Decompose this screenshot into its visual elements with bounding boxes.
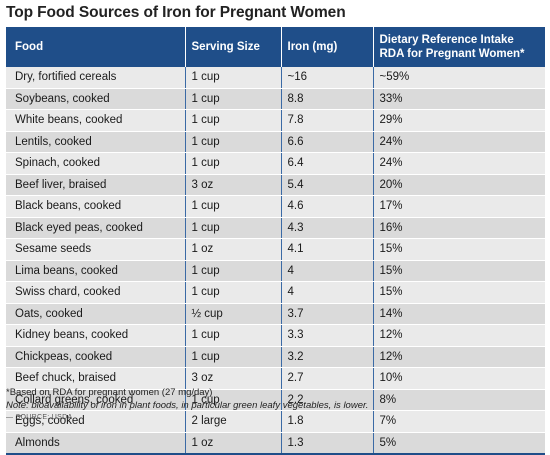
cell-food: Chickpeas, cooked bbox=[6, 346, 185, 368]
cell-rda: 16% bbox=[372, 217, 545, 239]
cell-rda: ~59% bbox=[372, 67, 545, 89]
table-row: Lentils, cooked 1 cup 6.6 24% bbox=[6, 131, 545, 153]
table-row: Spinach, cooked 1 cup 6.4 24% bbox=[6, 152, 545, 175]
table-row: Lima beans, cooked 1 cup 4 15% bbox=[6, 260, 545, 282]
cell-serving-size: 3 oz bbox=[184, 367, 281, 390]
cell-iron: 2.7 bbox=[280, 367, 373, 390]
cell-food: Eggs, cooked bbox=[6, 410, 185, 433]
cell-serving-size: 1 cup bbox=[184, 131, 281, 153]
cell-food: Sesame seeds bbox=[6, 238, 185, 261]
cell-rda: 20% bbox=[372, 174, 545, 196]
cell-iron: 3.2 bbox=[280, 346, 373, 368]
cell-rda: 24% bbox=[372, 152, 545, 175]
cell-iron: 1.8 bbox=[280, 410, 373, 433]
footnote-bioavailability-note: Note: bioavailability of iron in plant f… bbox=[6, 400, 369, 411]
cell-iron: 3.3 bbox=[280, 324, 373, 347]
column-header-rda: Dietary Reference Intake RDA for Pregnan… bbox=[372, 27, 545, 67]
cell-serving-size: 1 cup bbox=[184, 152, 281, 175]
cell-serving-size: 1 cup bbox=[184, 346, 281, 368]
cell-rda: 5% bbox=[372, 432, 545, 455]
cell-rda: 12% bbox=[372, 324, 545, 347]
cell-food: Swiss chard, cooked bbox=[6, 281, 185, 304]
table-header-row: Food Serving Size Iron (mg) Dietary Refe… bbox=[6, 27, 545, 67]
table-row: Dry, fortified cereals 1 cup ~16 ~59% bbox=[6, 67, 545, 89]
cell-rda: 12% bbox=[372, 346, 545, 368]
cell-food: Lima beans, cooked bbox=[6, 260, 185, 282]
cell-food: Kidney beans, cooked bbox=[6, 324, 185, 347]
table-row: Beef liver, braised 3 oz 5.4 20% bbox=[6, 174, 545, 196]
cell-iron: 3.7 bbox=[280, 303, 373, 325]
cell-iron: 2.2 bbox=[280, 389, 373, 411]
cell-rda: 14% bbox=[372, 303, 545, 325]
column-header-serving-size: Serving Size bbox=[184, 27, 281, 67]
cell-iron: 6.6 bbox=[280, 131, 373, 153]
cell-food: Lentils, cooked bbox=[6, 131, 185, 153]
cell-food: Almonds bbox=[6, 432, 185, 455]
cell-food: Beef liver, braised bbox=[6, 174, 185, 196]
table-row: Chickpeas, cooked 1 cup 3.2 12% bbox=[6, 346, 545, 368]
cell-food: Collard greens, cooked bbox=[6, 389, 185, 411]
table-row: Black eyed peas, cooked 1 cup 4.3 16% bbox=[6, 217, 545, 239]
cell-serving-size: 1 cup bbox=[184, 195, 281, 218]
cell-serving-size: 1 cup bbox=[184, 281, 281, 304]
table-row: Sesame seeds 1 oz 4.1 15% bbox=[6, 238, 545, 261]
cell-iron: 4.1 bbox=[280, 238, 373, 261]
cell-iron: 4.3 bbox=[280, 217, 373, 239]
footnote-rda-basis: *Based on RDA for pregnant women (27 mg/… bbox=[6, 387, 213, 398]
cell-rda: 17% bbox=[372, 195, 545, 218]
cell-serving-size: 1 oz bbox=[184, 238, 281, 261]
page-title: Top Food Sources of Iron for Pregnant Wo… bbox=[6, 4, 346, 21]
cell-serving-size: 1 oz bbox=[184, 432, 281, 455]
cell-iron: 4 bbox=[280, 281, 373, 304]
cell-rda: 15% bbox=[372, 260, 545, 282]
cell-food: Beef chuck, braised bbox=[6, 367, 185, 390]
cell-serving-size: 3 oz bbox=[184, 174, 281, 196]
table-row: Almonds 1 oz 1.3 5% bbox=[6, 432, 545, 455]
table-row: Black beans, cooked 1 cup 4.6 17% bbox=[6, 195, 545, 218]
table-row: White beans, cooked 1 cup 7.8 29% bbox=[6, 109, 545, 132]
cell-serving-size: 1 cup bbox=[184, 88, 281, 110]
table-row: Soybeans, cooked 1 cup 8.8 33% bbox=[6, 88, 545, 110]
cell-iron: 6.4 bbox=[280, 152, 373, 175]
cell-serving-size: 1 cup bbox=[184, 67, 281, 89]
cell-iron: 5.4 bbox=[280, 174, 373, 196]
cell-serving-size: 2 large bbox=[184, 410, 281, 433]
cell-food: Black eyed peas, cooked bbox=[6, 217, 185, 239]
cell-rda: 15% bbox=[372, 281, 545, 304]
cell-serving-size: ½ cup bbox=[184, 303, 281, 325]
column-header-iron: Iron (mg) bbox=[280, 27, 373, 67]
cell-rda: 10% bbox=[372, 367, 545, 390]
source-credit: — SOURCE: USDA bbox=[6, 414, 73, 421]
cell-serving-size: 1 cup bbox=[184, 324, 281, 347]
cell-serving-size: 1 cup bbox=[184, 217, 281, 239]
table-row: Collard greens, cooked 1 cup 2.2 8% bbox=[6, 389, 545, 411]
cell-rda: 33% bbox=[372, 88, 545, 110]
cell-rda: 8% bbox=[372, 389, 545, 411]
cell-iron: 8.8 bbox=[280, 88, 373, 110]
cell-food: Dry, fortified cereals bbox=[6, 67, 185, 89]
cell-rda: 24% bbox=[372, 131, 545, 153]
cell-serving-size: 1 cup bbox=[184, 260, 281, 282]
cell-food: Oats, cooked bbox=[6, 303, 185, 325]
table-row: Swiss chard, cooked 1 cup 4 15% bbox=[6, 281, 545, 304]
table-row: Kidney beans, cooked 1 cup 3.3 12% bbox=[6, 324, 545, 347]
cell-food: Black beans, cooked bbox=[6, 195, 185, 218]
cell-rda: 15% bbox=[372, 238, 545, 261]
cell-rda: 7% bbox=[372, 410, 545, 433]
cell-iron: 7.8 bbox=[280, 109, 373, 132]
table-row: Eggs, cooked 2 large 1.8 7% bbox=[6, 410, 545, 433]
column-header-food: Food bbox=[6, 27, 185, 67]
cell-iron: ~16 bbox=[280, 67, 373, 89]
table-row: Beef chuck, braised 3 oz 2.7 10% bbox=[6, 367, 545, 390]
cell-food: Spinach, cooked bbox=[6, 152, 185, 175]
cell-food: White beans, cooked bbox=[6, 109, 185, 132]
table-row: Oats, cooked ½ cup 3.7 14% bbox=[6, 303, 545, 325]
cell-serving-size: 1 cup bbox=[184, 389, 281, 411]
cell-rda: 29% bbox=[372, 109, 545, 132]
cell-food: Soybeans, cooked bbox=[6, 88, 185, 110]
cell-serving-size: 1 cup bbox=[184, 109, 281, 132]
cell-iron: 1.3 bbox=[280, 432, 373, 455]
cell-iron: 4.6 bbox=[280, 195, 373, 218]
cell-iron: 4 bbox=[280, 260, 373, 282]
